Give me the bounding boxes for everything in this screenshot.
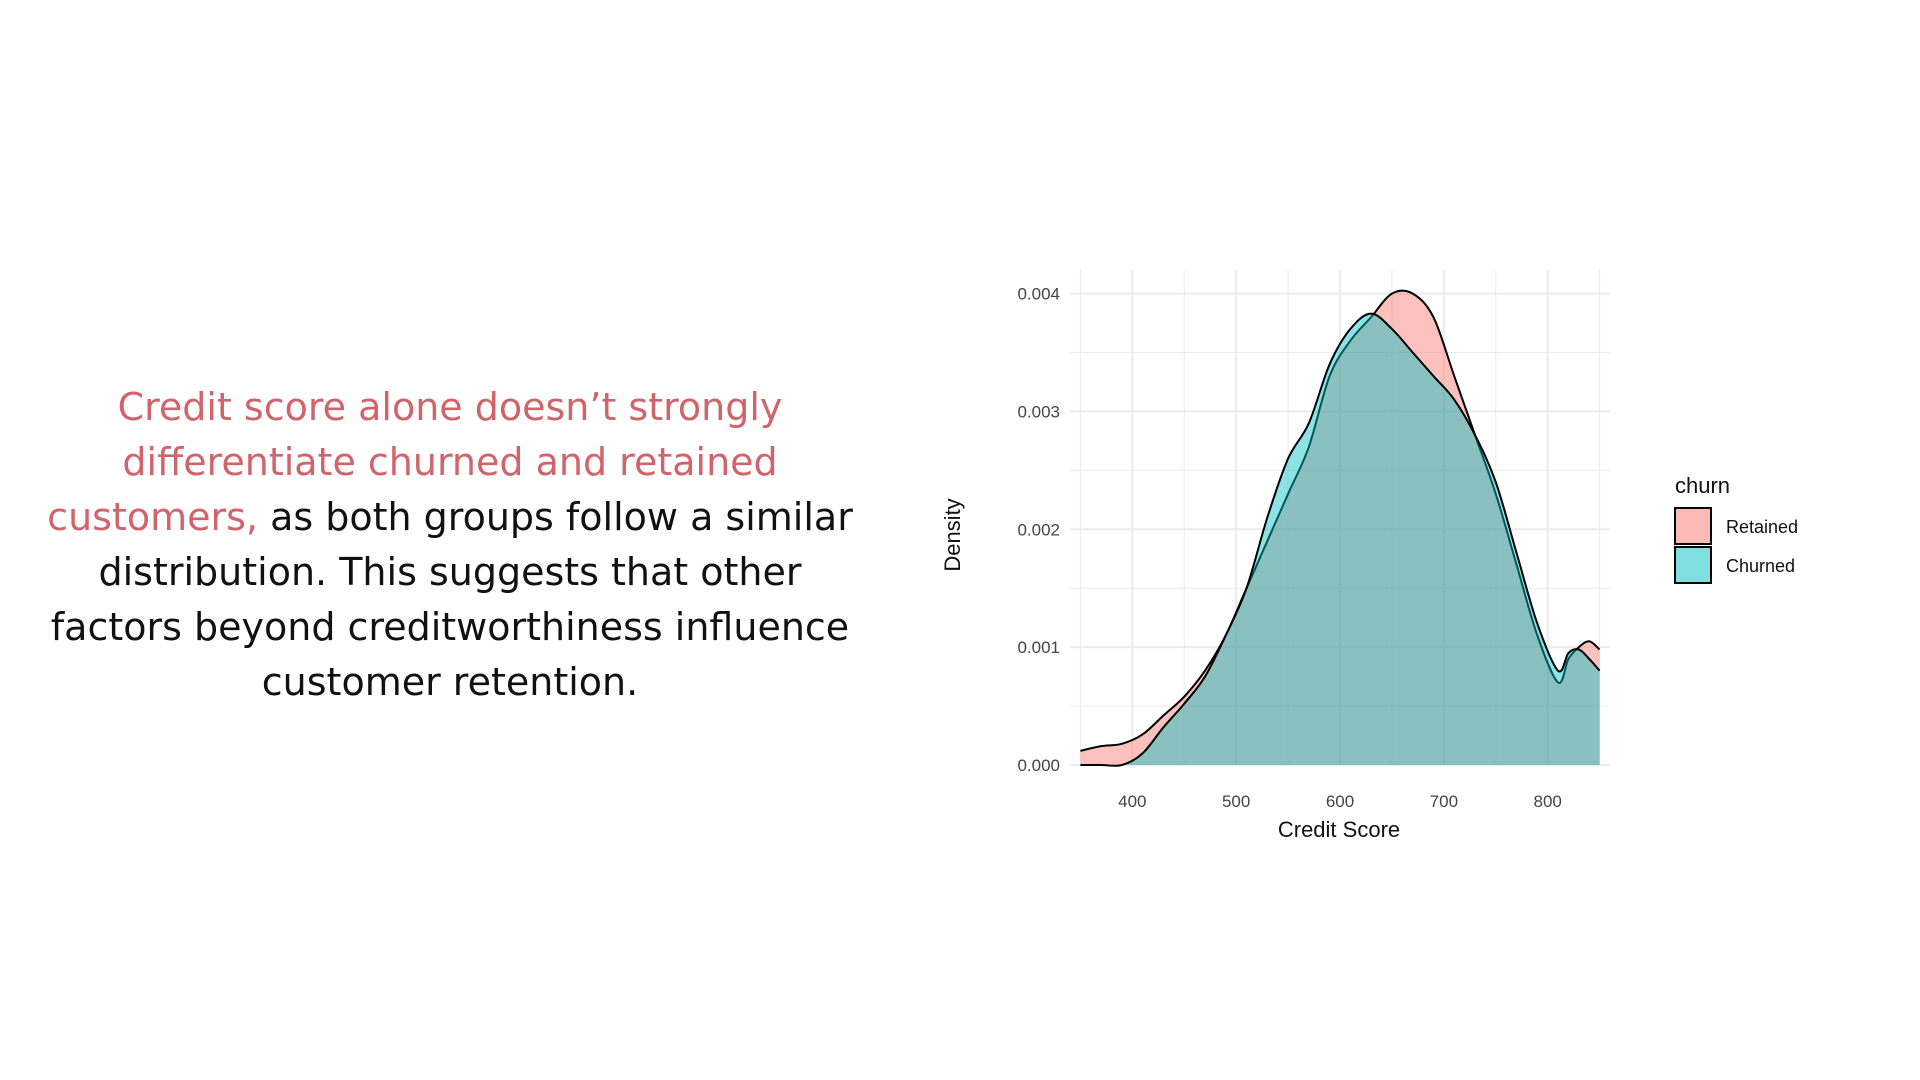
density-chart: 400 500 600 700 800 0.000 0.001 0.002 0.003 0.004… xyxy=(930,250,1860,870)
legend-label-retained: Retained xyxy=(1726,517,1798,537)
density-chart-svg: 400 500 600 700 800 0.000 0.001 0.002 0.003 0.004… xyxy=(940,270,1798,842)
x-tick-label-0: 400 xyxy=(1118,792,1146,811)
y-tick-label-0: 0.000 xyxy=(1017,756,1060,775)
legend-label-churned: Churned xyxy=(1726,556,1795,576)
caption-line-4: distribution. This suggests that other xyxy=(98,550,802,594)
caption-highlight-line-3: customers, xyxy=(47,495,258,539)
density-line-churned xyxy=(1080,312,1601,767)
grid-lines xyxy=(1070,270,1610,766)
caption-highlight-line-2: differentiate churned and retained xyxy=(122,440,778,484)
caption-text: Credit score alone doesn’t strongly diff… xyxy=(30,380,870,710)
density-area-retained xyxy=(1080,290,1600,765)
y-tick-label-4: 0.004 xyxy=(1017,285,1060,304)
x-tick-label-2: 600 xyxy=(1326,792,1354,811)
y-tick-label-1: 0.001 xyxy=(1017,638,1060,657)
x-tick-label-1: 500 xyxy=(1222,792,1250,811)
caption-highlight-line-1: Credit score alone doesn’t strongly xyxy=(117,385,783,429)
x-axis-title: Credit Score xyxy=(1278,817,1400,842)
legend-swatch-churned xyxy=(1674,546,1712,584)
legend: churn Retained Churned xyxy=(1674,473,1798,584)
density-areas xyxy=(1080,289,1601,767)
caption-line-3-rest: as both groups follow a similar xyxy=(258,495,853,539)
density-line-retained xyxy=(1080,289,1601,752)
tick-labels: 400 500 600 700 800 0.000 0.001 0.002 0.003 0.004 xyxy=(1017,285,1561,811)
x-tick-label-4: 800 xyxy=(1534,792,1562,811)
caption-line-5: factors beyond creditworthiness influenc… xyxy=(50,605,850,649)
x-tick-label-3: 700 xyxy=(1430,792,1458,811)
y-axis-title: Density xyxy=(940,498,965,571)
y-tick-label-2: 0.002 xyxy=(1017,520,1060,539)
legend-title: churn xyxy=(1675,473,1730,498)
caption-line-6: customer retention. xyxy=(261,660,639,704)
y-tick-label-3: 0.003 xyxy=(1017,402,1060,421)
legend-swatch-retained xyxy=(1674,507,1712,545)
density-area-churned xyxy=(1080,313,1600,766)
